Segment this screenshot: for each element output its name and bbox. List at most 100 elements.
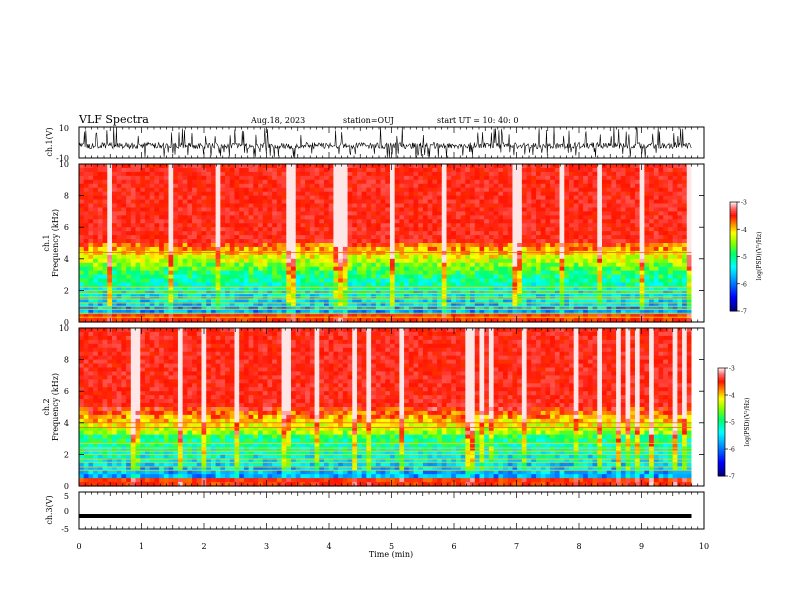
spectrogram-cell bbox=[296, 306, 301, 311]
spectrogram-cell bbox=[121, 200, 126, 205]
spectrogram-cell bbox=[136, 188, 141, 193]
spectrogram-cell bbox=[348, 192, 353, 197]
spectrogram-cell bbox=[569, 247, 574, 252]
spectrogram-cell bbox=[418, 227, 423, 232]
spectrogram-cell bbox=[593, 204, 598, 209]
spectrogram-cell bbox=[428, 290, 433, 295]
spectrogram-cell bbox=[489, 207, 494, 212]
spectrogram-cell bbox=[512, 235, 517, 240]
spectrogram-cell bbox=[616, 176, 621, 181]
spectrogram-cell bbox=[588, 172, 593, 177]
spectrogram-cell bbox=[216, 259, 221, 264]
spectrogram-cell bbox=[381, 180, 386, 185]
spectrogram-cell bbox=[310, 259, 315, 264]
spectrogram-cell bbox=[272, 263, 277, 268]
spectrogram-cell bbox=[484, 283, 489, 288]
spectrogram-cell bbox=[79, 263, 84, 268]
spectrogram-cell bbox=[470, 176, 475, 181]
spectrogram-cell bbox=[366, 196, 371, 201]
spectrogram-cell bbox=[390, 180, 395, 185]
spectrogram-cell bbox=[187, 227, 192, 232]
spectrogram-cell bbox=[103, 251, 108, 256]
spectrogram-cell bbox=[418, 255, 423, 260]
spectrogram-cell bbox=[136, 196, 141, 201]
spectrogram-cell bbox=[583, 223, 588, 228]
spectrogram-cell bbox=[84, 251, 89, 256]
spectrogram-cell bbox=[164, 314, 169, 319]
spectrogram-cell bbox=[173, 271, 178, 276]
spectrogram-cell bbox=[206, 200, 211, 205]
spectrogram-cell bbox=[343, 275, 348, 280]
spectrogram-cell bbox=[494, 204, 499, 209]
spectrogram-cell bbox=[640, 200, 645, 205]
spectrogram-cell bbox=[150, 188, 155, 193]
spectrogram-cell bbox=[531, 188, 536, 193]
spectrogram-cell bbox=[216, 200, 221, 205]
spectrogram-cell bbox=[296, 227, 301, 232]
spectrogram-cell bbox=[611, 172, 616, 177]
spectrogram-cell bbox=[126, 215, 131, 220]
spectrogram-cell bbox=[140, 172, 145, 177]
spectrogram-cell bbox=[107, 184, 112, 189]
spectrogram-cell bbox=[541, 314, 546, 319]
spectrogram-cell bbox=[385, 247, 390, 252]
spectrogram-cell bbox=[211, 227, 216, 232]
spectrogram-cell bbox=[635, 283, 640, 288]
spectrogram-cell bbox=[414, 188, 419, 193]
spectrogram-cell bbox=[578, 310, 583, 315]
spectrogram-cell bbox=[489, 235, 494, 240]
spectrogram-cell bbox=[253, 215, 258, 220]
spectrogram-cell bbox=[550, 267, 555, 272]
spectrogram-cell bbox=[145, 192, 150, 197]
spectrogram-cell bbox=[362, 239, 367, 244]
spectrogram-cell bbox=[216, 172, 221, 177]
spectrogram-cell bbox=[414, 247, 419, 252]
spectrogram-cell bbox=[607, 310, 612, 315]
spectrogram-cell bbox=[117, 255, 122, 260]
spectrogram-cell bbox=[258, 180, 263, 185]
spectrogram-cell bbox=[574, 263, 579, 268]
spectrogram-cell bbox=[489, 239, 494, 244]
spectrogram-cell bbox=[461, 235, 466, 240]
spectrogram-cell bbox=[409, 290, 414, 295]
spectrogram-cell bbox=[348, 231, 353, 236]
spectrogram-cell bbox=[202, 259, 207, 264]
spectrogram-cell bbox=[357, 271, 362, 276]
spectrogram-cell bbox=[329, 227, 334, 232]
spectrogram-cell bbox=[442, 275, 447, 280]
spectrogram-cell bbox=[630, 283, 635, 288]
spectrogram-cell bbox=[333, 211, 338, 216]
spectrogram-cell bbox=[121, 271, 126, 276]
spectrogram-cell bbox=[381, 271, 386, 276]
spectrogram-cell bbox=[418, 263, 423, 268]
spectrogram-cell bbox=[583, 279, 588, 284]
spectrogram-cell bbox=[93, 239, 98, 244]
spectrogram-cell bbox=[635, 227, 640, 232]
spectrogram-cell bbox=[465, 259, 470, 264]
spectrogram-cell bbox=[494, 219, 499, 224]
spectrogram-cell bbox=[578, 239, 583, 244]
spectrogram-cell bbox=[432, 279, 437, 284]
spectrogram-cell bbox=[338, 275, 343, 280]
spectrogram-cell bbox=[395, 231, 400, 236]
spectrogram-cell bbox=[409, 204, 414, 209]
spectrogram-cell bbox=[202, 231, 207, 236]
spectrogram-cell bbox=[423, 310, 428, 315]
spectrogram-cell bbox=[282, 168, 287, 173]
spectrogram-cell bbox=[479, 259, 484, 264]
spectrogram-cell bbox=[465, 314, 470, 319]
spectrogram-cell bbox=[140, 204, 145, 209]
spectrogram-cell bbox=[531, 290, 536, 295]
spectrogram-cell bbox=[597, 180, 602, 185]
spectrogram-cell bbox=[197, 196, 202, 201]
spectrogram-cell bbox=[503, 279, 508, 284]
spectrogram-cell bbox=[112, 314, 117, 319]
spectrogram-cell bbox=[296, 231, 301, 236]
spectrogram-cell bbox=[527, 207, 532, 212]
spectrogram-cell bbox=[385, 192, 390, 197]
spectrogram-cell bbox=[112, 192, 117, 197]
spectrogram-cell bbox=[286, 251, 291, 256]
spectrogram-cell bbox=[616, 239, 621, 244]
spectrogram-cell bbox=[107, 200, 112, 205]
spectrogram-cell bbox=[381, 251, 386, 256]
